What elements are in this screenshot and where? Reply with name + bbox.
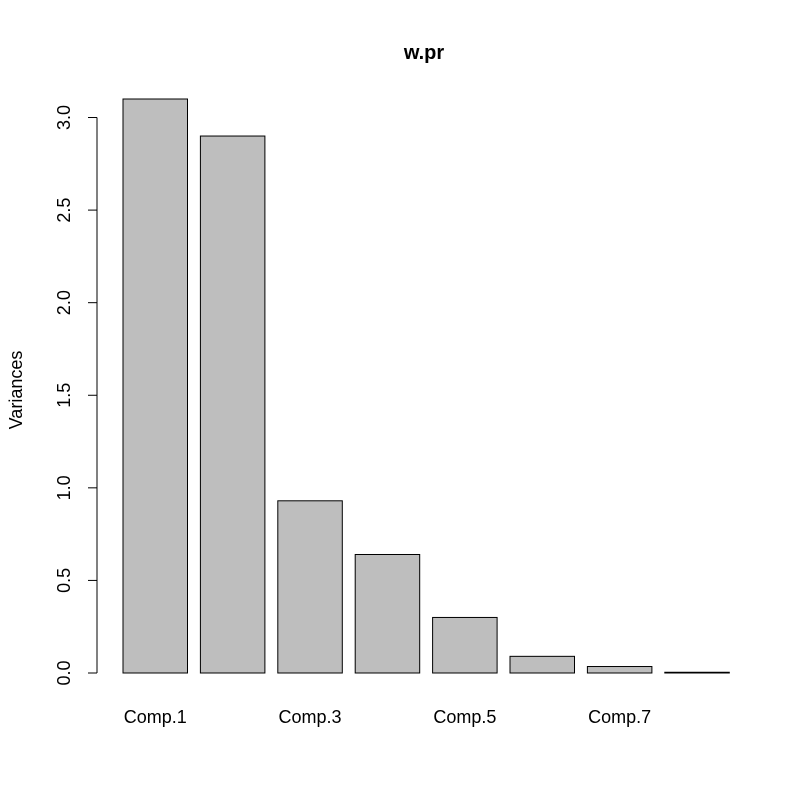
y-axis-label: Variances bbox=[6, 351, 26, 430]
x-tick-label: Comp.3 bbox=[279, 707, 342, 727]
bar-comp-4 bbox=[354, 553, 421, 674]
bar-comp-2 bbox=[199, 135, 266, 674]
y-tick-label: 2.0 bbox=[54, 290, 74, 315]
bar-comp-5 bbox=[432, 616, 498, 674]
x-axis-labels: Comp.1 Comp.3 Comp.5 Comp.7 bbox=[124, 707, 651, 727]
bar-comp-8 bbox=[664, 671, 730, 674]
y-tick-label: 0.0 bbox=[54, 660, 74, 685]
y-tick-label: 1.5 bbox=[54, 383, 74, 408]
y-tick-label: 2.5 bbox=[54, 198, 74, 223]
bar-comp-1 bbox=[122, 98, 188, 674]
x-tick-label: Comp.1 bbox=[124, 707, 187, 727]
y-tick-label: 3.0 bbox=[54, 105, 74, 130]
bar-comp-6 bbox=[509, 655, 575, 674]
bar-comp-7 bbox=[586, 666, 653, 674]
chart-title: w.pr bbox=[403, 42, 445, 64]
x-tick-label: Comp.7 bbox=[588, 707, 651, 727]
y-axis: 0.0 0.5 1.0 1.5 2.0 2.5 3.0 bbox=[54, 105, 98, 686]
bars bbox=[122, 98, 730, 674]
y-tick-label: 1.0 bbox=[54, 475, 74, 500]
y-tick-label: 0.5 bbox=[54, 568, 74, 593]
x-tick-label: Comp.5 bbox=[433, 707, 496, 727]
bar-comp-3 bbox=[277, 500, 343, 674]
